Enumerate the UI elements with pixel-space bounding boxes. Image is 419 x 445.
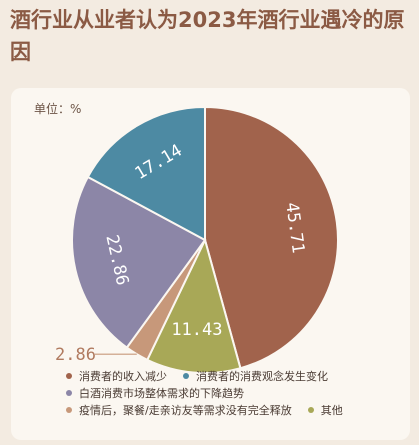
legend-dot <box>66 372 72 379</box>
legend-row: 疫情后，聚餐/走亲访友等需求没有完全释放 其他 <box>66 401 406 418</box>
legend-label: 消费者的消费观念发生变化 <box>196 369 328 383</box>
legend-dot <box>66 406 72 413</box>
pie-slice <box>71 175 207 349</box>
chart-title: 酒行业从业者认为2023年酒行业遇冷的原因 <box>10 8 405 64</box>
legend-label: 其他 <box>320 403 343 417</box>
legend-item: 消费者的收入减少 <box>66 368 167 384</box>
slice-value-label: 11.43 <box>171 320 222 340</box>
legend-label: 消费者的收入减少 <box>79 369 167 383</box>
legend-row: 消费者的收入减少 消费者的消费观念发生变化 <box>66 367 406 384</box>
legend-dot <box>66 389 72 396</box>
pie-slice <box>204 105 339 370</box>
legend: 消费者的收入减少 消费者的消费观念发生变化 白酒消费市场整体需求的下降趋势 疫情… <box>66 367 406 418</box>
legend-item: 白酒消费市场整体需求的下降趋势 <box>66 385 244 401</box>
legend-item: 疫情后，聚餐/走亲访友等需求没有完全释放 <box>66 402 292 418</box>
legend-label: 白酒消费市场整体需求的下降趋势 <box>79 386 244 400</box>
legend-dot <box>183 372 189 379</box>
legend-dot <box>307 406 314 413</box>
slice-value-label: 2.86 <box>55 345 96 365</box>
unit-label: 单位：% <box>34 102 82 116</box>
legend-item: 其他 <box>307 402 343 418</box>
pie-slice <box>86 105 206 242</box>
pie-slice <box>145 237 242 374</box>
legend-label: 疫情后，聚餐/走亲访友等需求没有完全释放 <box>79 403 292 417</box>
legend-item: 消费者的消费观念发生变化 <box>183 368 328 384</box>
legend-row: 白酒消费市场整体需求的下降趋势 <box>66 384 406 401</box>
